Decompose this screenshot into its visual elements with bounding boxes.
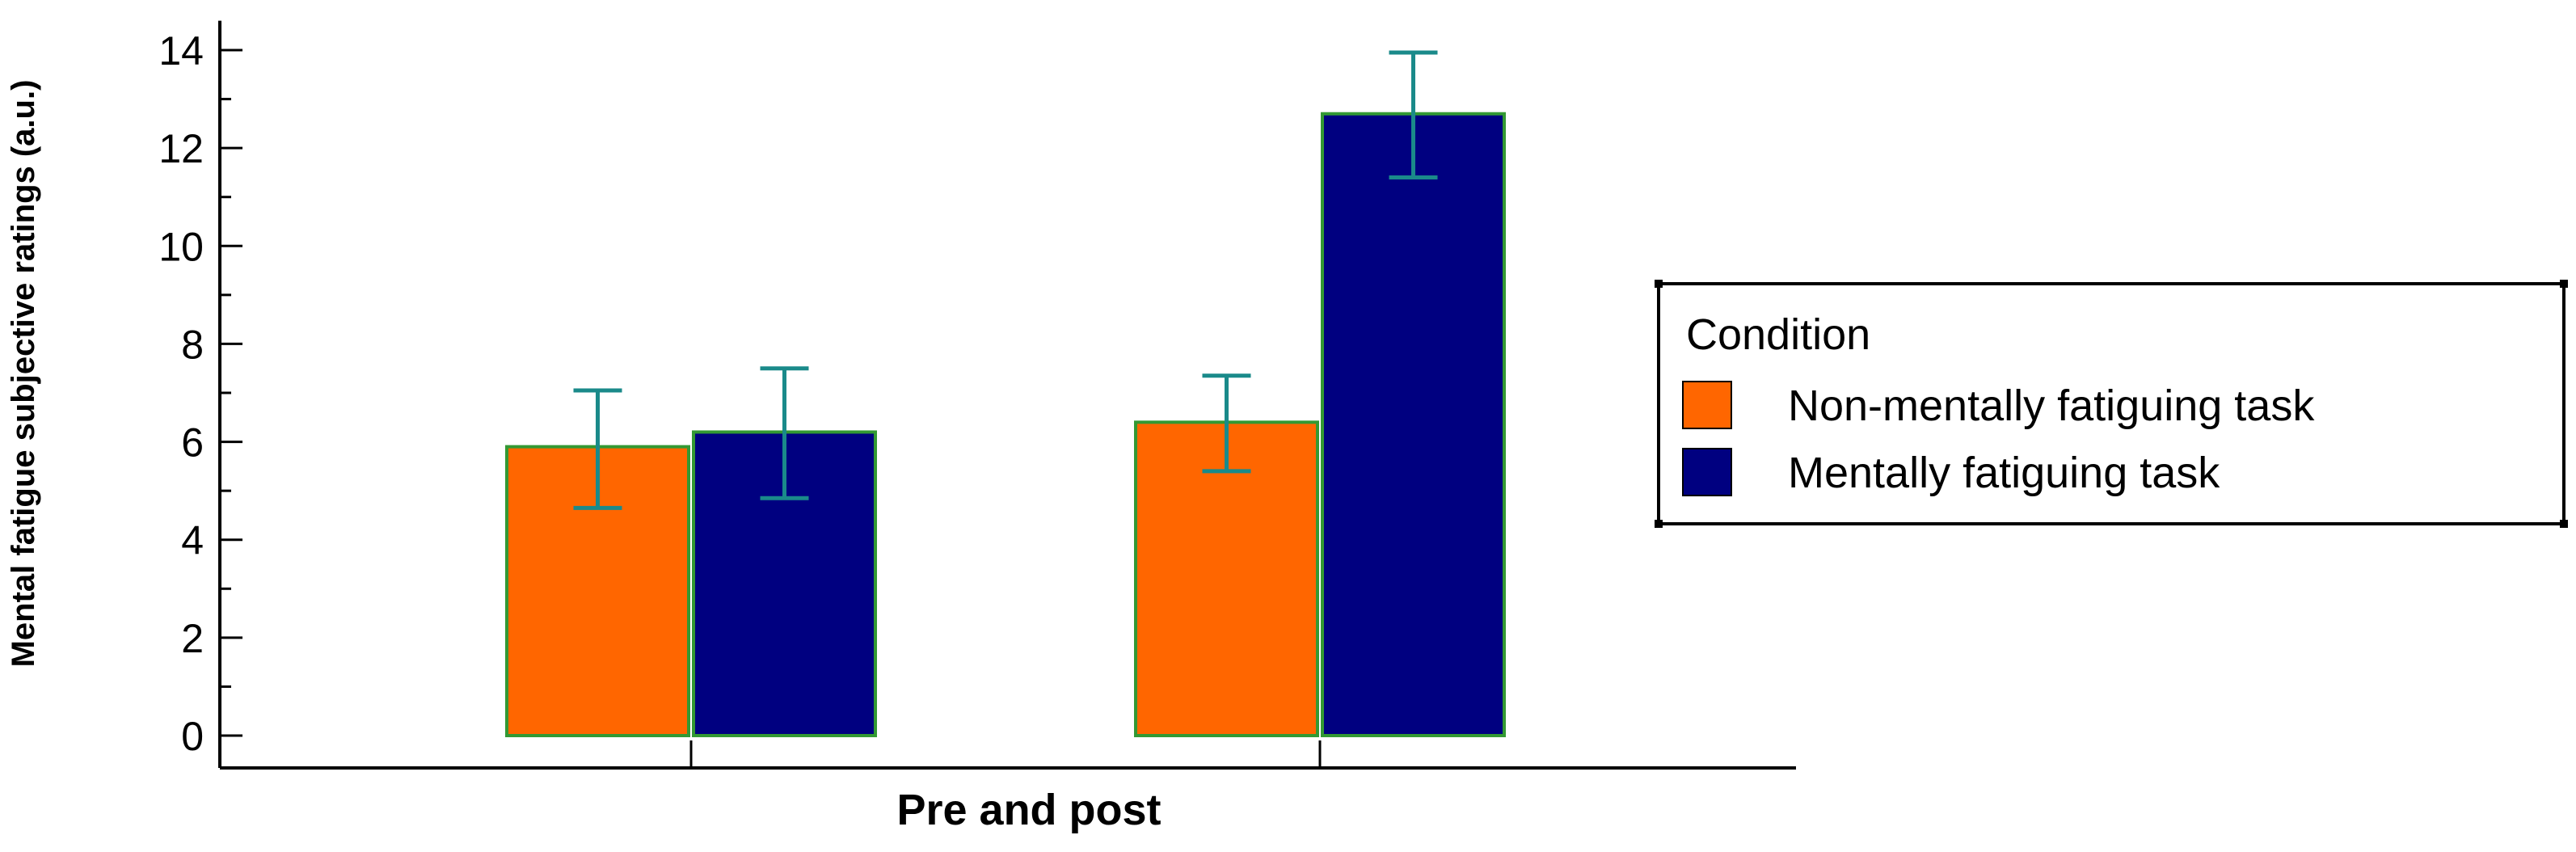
legend-corner-top-left (1655, 280, 1663, 288)
bar (1134, 420, 1319, 737)
error-bars (573, 50, 1438, 510)
legend-label: Non-mentally fatiguing task (1788, 382, 2315, 430)
legend-title: Condition (1686, 310, 1870, 359)
x-axis (220, 740, 1796, 770)
y-tick-label: 8 (181, 322, 204, 367)
y-tick-label: 14 (158, 28, 204, 74)
bar (1321, 112, 1506, 737)
legend-corner-top-right (2560, 280, 2568, 288)
legend-frame (1657, 282, 2565, 525)
y-axis: 0 2 4 6 8 10 12 14 (158, 20, 242, 768)
y-tick-label: 4 (181, 518, 204, 563)
y-axis-title: Mental fatigue subjective ratings (a.u.) (6, 80, 41, 668)
legend-corner-bottom-right (2560, 520, 2568, 528)
y-tick-label: 10 (158, 224, 204, 269)
bars (505, 112, 1506, 738)
legend-swatch (1682, 381, 1732, 429)
y-tick-label: 0 (181, 714, 204, 759)
y-tick-label: 6 (181, 420, 204, 466)
y-tick-label: 2 (181, 616, 204, 661)
legend-corner-bottom-left (1655, 520, 1663, 528)
y-tick-label: 12 (158, 126, 204, 171)
legend: Condition Non-mentally fatiguing task Men… (1655, 280, 2568, 528)
legend-swatch (1682, 448, 1732, 496)
legend-label: Mentally fatiguing task (1788, 449, 2220, 497)
legend-items: Non-mentally fatiguing task Mentally fati… (1682, 381, 2315, 497)
x-axis-title: Pre and post (896, 786, 1161, 834)
